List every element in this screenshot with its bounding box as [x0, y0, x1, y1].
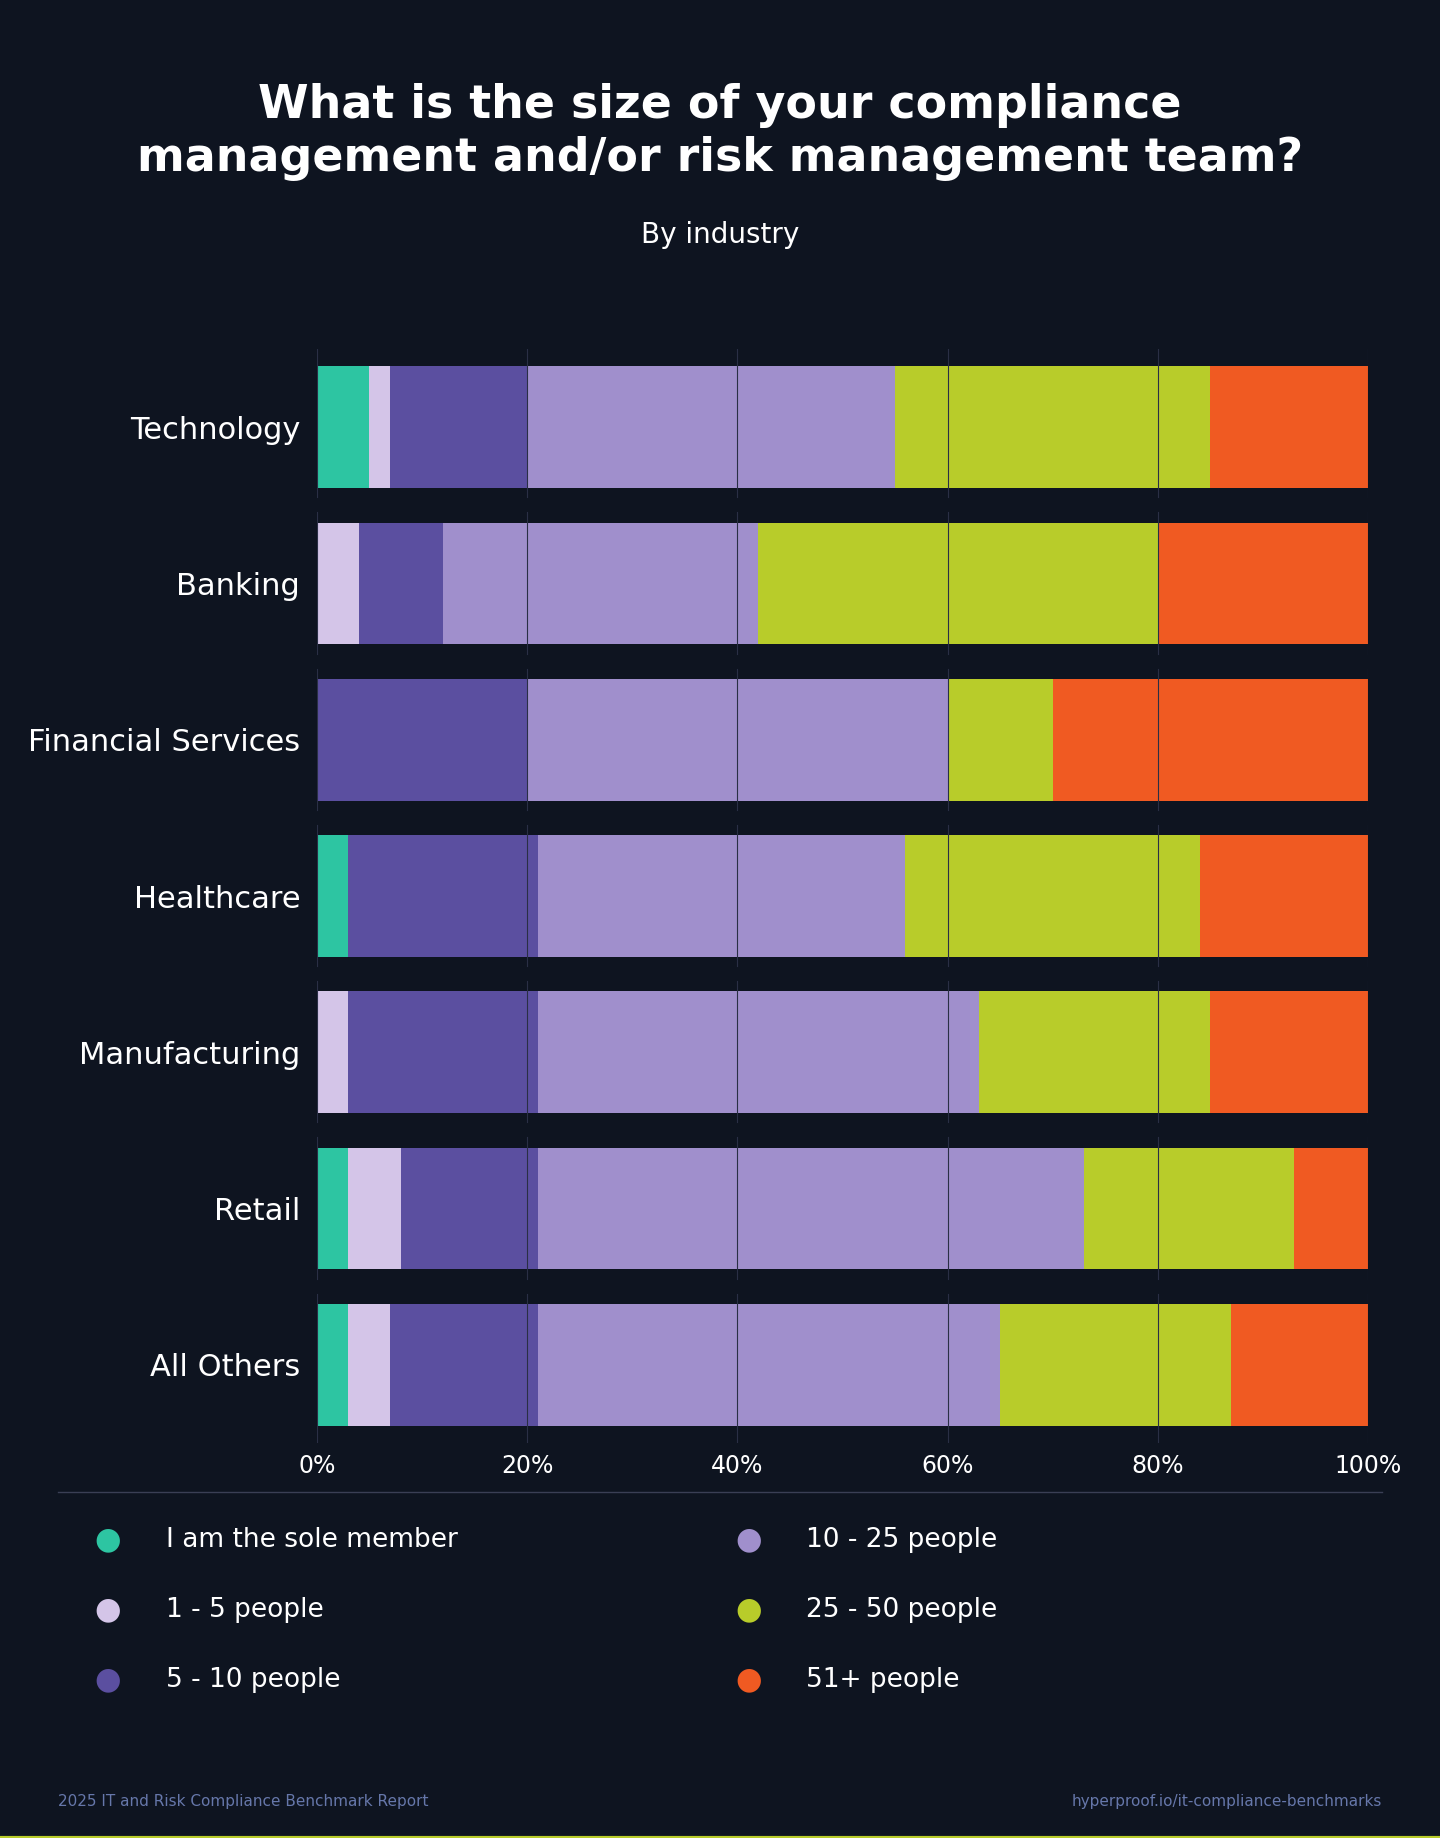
Bar	[348, 1147, 400, 1270]
Bar	[759, 522, 1158, 645]
Bar	[948, 678, 1053, 801]
Bar	[317, 991, 348, 1114]
Bar	[400, 1147, 537, 1270]
Bar	[527, 678, 948, 801]
Bar	[1231, 1303, 1368, 1426]
Text: 25 - 50 people: 25 - 50 people	[806, 1597, 998, 1623]
Bar	[317, 1147, 348, 1270]
Bar	[317, 1303, 348, 1426]
Bar	[390, 1303, 537, 1426]
Bar	[1210, 991, 1368, 1114]
Bar	[1295, 1147, 1368, 1270]
Text: I am the sole member: I am the sole member	[166, 1527, 458, 1553]
Text: 51+ people: 51+ people	[806, 1667, 960, 1693]
Text: ●: ●	[95, 1665, 121, 1695]
Text: ●: ●	[736, 1665, 762, 1695]
Bar	[359, 522, 444, 645]
Bar	[390, 366, 527, 489]
Bar	[348, 991, 537, 1114]
Bar	[537, 991, 979, 1114]
Bar	[1210, 366, 1368, 489]
Text: ●: ●	[736, 1595, 762, 1625]
Bar	[906, 834, 1200, 958]
Bar	[1158, 522, 1368, 645]
Text: hyperproof.io/it-compliance-benchmarks: hyperproof.io/it-compliance-benchmarks	[1071, 1794, 1382, 1809]
Bar	[369, 366, 390, 489]
Text: 5 - 10 people: 5 - 10 people	[166, 1667, 340, 1693]
Text: What is the size of your compliance
management and/or risk management team?: What is the size of your compliance mana…	[137, 83, 1303, 182]
Bar	[896, 366, 1211, 489]
Bar	[999, 1303, 1231, 1426]
Bar	[537, 1147, 1084, 1270]
Bar	[1053, 678, 1368, 801]
Text: ●: ●	[95, 1595, 121, 1625]
Bar	[317, 522, 359, 645]
Bar	[979, 991, 1211, 1114]
Bar	[1084, 1147, 1295, 1270]
Bar	[348, 1303, 390, 1426]
Bar	[537, 834, 906, 958]
Text: 2025 IT and Risk Compliance Benchmark Report: 2025 IT and Risk Compliance Benchmark Re…	[58, 1794, 428, 1809]
Text: ●: ●	[95, 1526, 121, 1555]
Text: 10 - 25 people: 10 - 25 people	[806, 1527, 998, 1553]
Text: 1 - 5 people: 1 - 5 people	[166, 1597, 324, 1623]
Text: ●: ●	[736, 1526, 762, 1555]
Bar	[317, 366, 369, 489]
Bar	[317, 834, 348, 958]
Bar	[527, 366, 896, 489]
Bar	[1200, 834, 1368, 958]
Bar	[537, 1303, 999, 1426]
Bar	[317, 678, 527, 801]
Text: By industry: By industry	[641, 221, 799, 248]
Bar	[348, 834, 537, 958]
Bar	[444, 522, 759, 645]
